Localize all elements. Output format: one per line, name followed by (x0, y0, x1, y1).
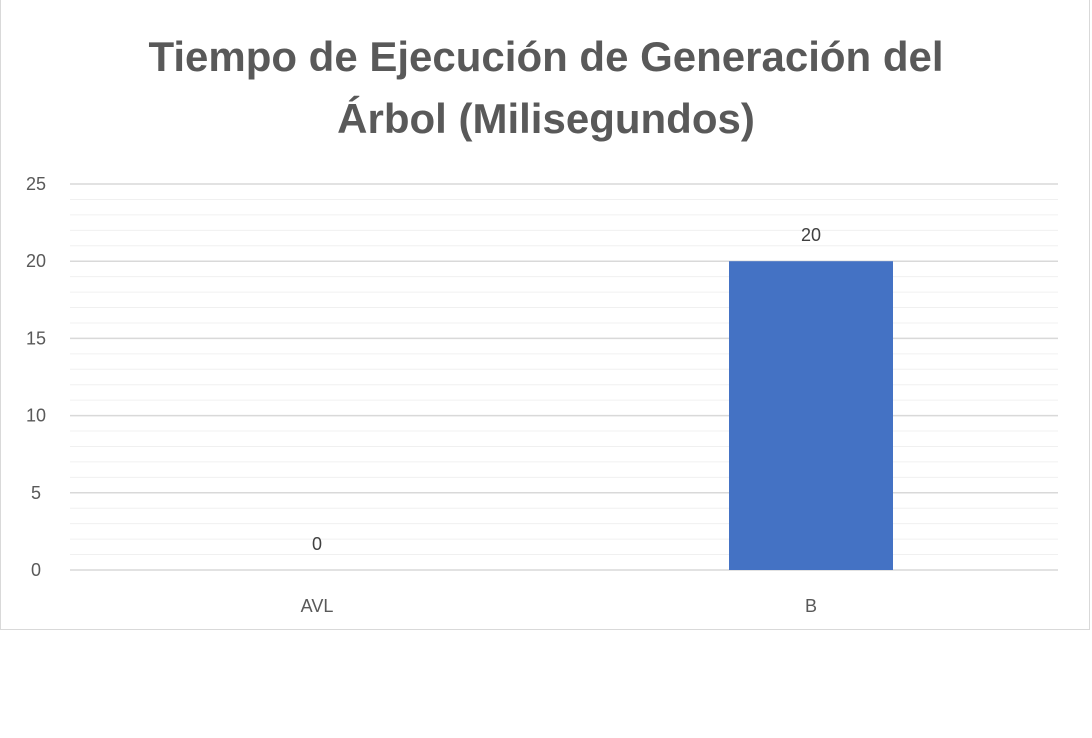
x-axis-category-labels: AVL B (301, 596, 817, 616)
chart-area (0, 0, 1090, 630)
chart-title: Tiempo de Ejecución de Generación del Ár… (0, 26, 1092, 150)
data-labels: 0 20 (312, 225, 821, 554)
bars (729, 261, 893, 570)
data-label-b: 20 (801, 225, 821, 245)
y-axis-tick-labels: 0 5 10 15 20 25 (26, 174, 46, 580)
y-tick-label-25: 25 (26, 174, 46, 194)
data-label-avl: 0 (312, 534, 322, 554)
x-label-b: B (805, 596, 817, 616)
y-tick-label-15: 15 (26, 328, 46, 348)
chart-title-line-2: Árbol (Milisegundos) (337, 95, 755, 142)
y-tick-label-0: 0 (31, 560, 41, 580)
bar-b (729, 261, 893, 570)
y-tick-label-20: 20 (26, 251, 46, 271)
chart-title-line-1: Tiempo de Ejecución de Generación del (148, 33, 944, 80)
x-label-avl: AVL (301, 596, 334, 616)
gridlines (70, 183, 1058, 571)
y-tick-label-5: 5 (31, 483, 41, 503)
y-tick-label-10: 10 (26, 406, 46, 426)
bar-chart-plot: 0 5 10 15 20 25 0 20 AVL B (26, 174, 1058, 616)
